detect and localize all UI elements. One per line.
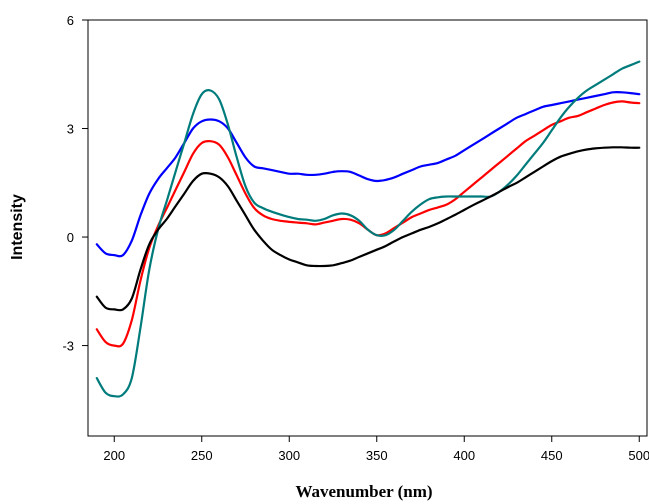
series-line-3: [95, 60, 641, 398]
y-tick-label: 3: [67, 122, 74, 137]
y-axis-ticks: -3 0 3 6: [62, 13, 88, 354]
series-line-2: [95, 100, 641, 348]
x-tick-label: 400: [453, 448, 475, 463]
plot-frame: [87, 19, 648, 437]
y-axis-label: Intensity: [9, 194, 26, 260]
y-tick-label: -3: [62, 339, 74, 354]
x-axis-label: Wavenumber (nm): [295, 482, 432, 501]
y-tick-label: 0: [67, 230, 74, 245]
y-tick-label: 6: [67, 13, 74, 28]
x-axis-ticks: 200 250 300 350 400 450 500: [103, 436, 649, 463]
x-tick-label: 200: [103, 448, 125, 463]
x-tick-label: 250: [191, 448, 213, 463]
series-group: [95, 60, 641, 398]
plot-border: [87, 19, 648, 437]
series-line-1: [95, 91, 641, 258]
x-tick-label: 450: [541, 448, 563, 463]
x-tick-label: 500: [628, 448, 649, 463]
series-line-4: [95, 146, 641, 312]
x-tick-label: 300: [278, 448, 300, 463]
x-tick-label: 350: [366, 448, 388, 463]
